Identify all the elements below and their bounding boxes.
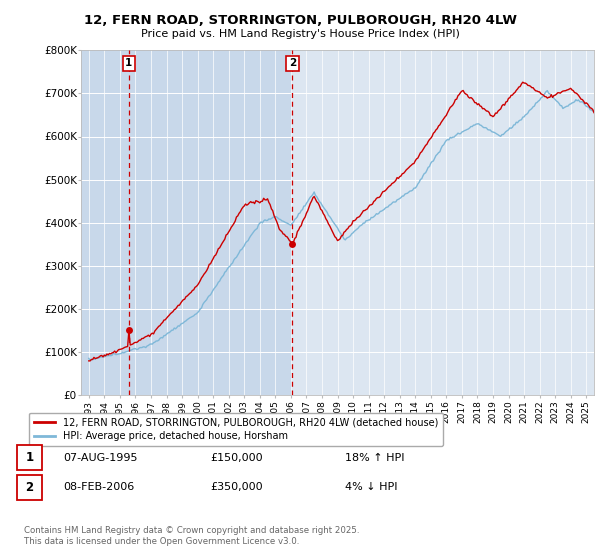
Bar [129, 50, 292, 395]
Text: £150,000: £150,000 [210, 452, 263, 463]
Text: Contains HM Land Registry data © Crown copyright and database right 2025.
This d: Contains HM Land Registry data © Crown c… [24, 526, 359, 546]
Text: 1: 1 [25, 451, 34, 464]
Text: 07-AUG-1995: 07-AUG-1995 [63, 452, 137, 463]
Text: 1: 1 [125, 58, 133, 68]
Text: £350,000: £350,000 [210, 482, 263, 492]
Text: Price paid vs. HM Land Registry's House Price Index (HPI): Price paid vs. HM Land Registry's House … [140, 29, 460, 39]
Text: 12, FERN ROAD, STORRINGTON, PULBOROUGH, RH20 4LW: 12, FERN ROAD, STORRINGTON, PULBOROUGH, … [83, 14, 517, 27]
Text: 2: 2 [25, 480, 34, 494]
Text: 08-FEB-2006: 08-FEB-2006 [63, 482, 134, 492]
Text: 18% ↑ HPI: 18% ↑ HPI [345, 452, 404, 463]
Text: 2: 2 [289, 58, 296, 68]
Legend: 12, FERN ROAD, STORRINGTON, PULBOROUGH, RH20 4LW (detached house), HPI: Average : 12, FERN ROAD, STORRINGTON, PULBOROUGH, … [29, 413, 443, 446]
Bar [81, 50, 129, 395]
Text: 4% ↓ HPI: 4% ↓ HPI [345, 482, 398, 492]
